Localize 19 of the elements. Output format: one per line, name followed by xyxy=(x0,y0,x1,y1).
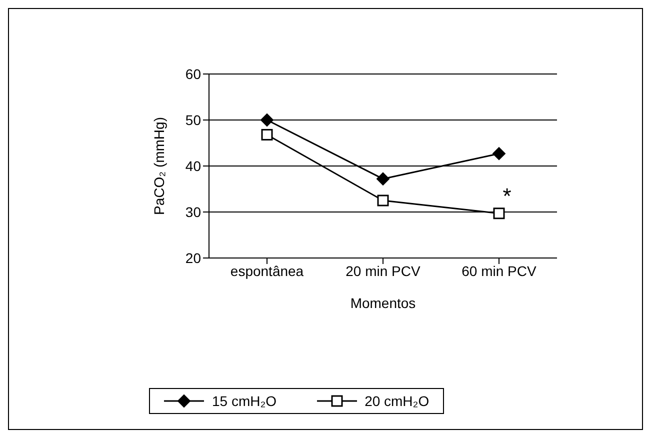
x-axis-title: Momentos xyxy=(350,295,416,311)
y-tick-label: 30 xyxy=(185,204,202,220)
x-tick-label: 60 min PCV xyxy=(462,262,538,279)
x-tick-label: 20 min PCV xyxy=(346,262,422,279)
y-tick-label: 60 xyxy=(185,66,202,82)
y-tick-label: 50 xyxy=(185,112,202,128)
annotation: * xyxy=(502,183,512,208)
y-axis-title: PaCO₂ (mmHg) xyxy=(150,117,167,215)
legend-label: 15 cmH₂O xyxy=(212,393,277,409)
point xyxy=(376,172,390,186)
point xyxy=(260,114,274,126)
x-tick-label: espontânea xyxy=(230,262,304,279)
point xyxy=(492,147,506,160)
y-tick-label: 20 xyxy=(185,250,202,266)
point xyxy=(493,208,505,220)
y-tick-label: 40 xyxy=(185,158,202,174)
point xyxy=(377,194,389,206)
point xyxy=(261,128,273,140)
legend-label: 20 cmH₂O xyxy=(364,393,430,409)
